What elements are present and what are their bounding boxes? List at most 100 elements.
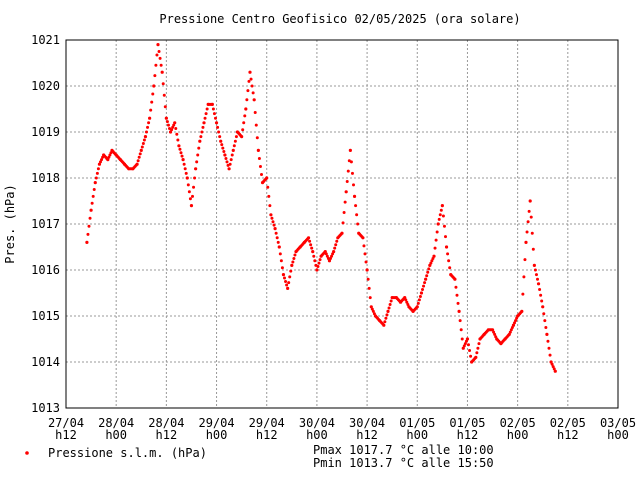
data-point: [195, 160, 199, 164]
data-point: [138, 152, 142, 156]
data-point: [521, 292, 525, 296]
x-tick-date: 29/04: [249, 416, 285, 430]
y-axis-label: Pres. (hPa): [3, 184, 17, 263]
x-tick-hour: h00: [206, 428, 228, 442]
data-point: [260, 173, 263, 177]
data-point: [231, 148, 235, 152]
legend-label: Pressione s.l.m. (hPa): [48, 446, 207, 460]
data-point: [278, 252, 282, 256]
data-point: [366, 277, 370, 281]
data-point: [383, 320, 387, 324]
data-point: [147, 121, 151, 125]
data-point: [143, 135, 148, 139]
data-point: [536, 277, 539, 281]
data-point: [528, 199, 532, 203]
data-point: [550, 362, 554, 366]
data-point: [440, 204, 444, 208]
data-point: [540, 299, 544, 303]
data-point: [214, 116, 217, 120]
data-point: [352, 194, 357, 198]
data-point: [416, 301, 420, 305]
data-point: [523, 258, 527, 262]
data-point: [158, 56, 162, 60]
data-point: [219, 139, 223, 143]
data-point: [255, 136, 259, 140]
data-point: [254, 123, 258, 127]
data-point: [455, 293, 459, 297]
data-point: [246, 89, 250, 93]
data-point: [168, 130, 173, 134]
data-point: [192, 185, 196, 189]
data-point: [293, 253, 297, 257]
pmin-label: Pmin 1013.7 °C alle 15:50: [313, 456, 494, 470]
y-tick-label: 1015: [31, 309, 60, 323]
x-tick-hour: h00: [306, 428, 328, 442]
data-point: [354, 204, 358, 208]
data-point: [493, 332, 497, 336]
data-point: [186, 183, 190, 187]
data-point: [287, 281, 291, 285]
data-point: [165, 120, 169, 124]
data-point: [99, 160, 102, 164]
data-point: [509, 328, 513, 332]
data-point: [468, 349, 472, 352]
data-point: [249, 77, 253, 81]
data-point: [312, 254, 316, 258]
data-point: [193, 176, 197, 180]
data-point: [369, 305, 373, 309]
data-point: [141, 142, 145, 145]
data-point: [153, 74, 157, 78]
data-point: [511, 323, 516, 327]
data-point: [324, 252, 328, 256]
data-point: [150, 100, 154, 104]
data-point: [424, 277, 428, 281]
data-point: [166, 123, 170, 127]
data-point: [187, 190, 191, 194]
x-tick-hour: h12: [55, 428, 77, 442]
x-tick-date: 27/04: [48, 416, 84, 430]
data-point: [291, 260, 295, 264]
data-point: [164, 116, 168, 120]
data-point: [272, 223, 276, 227]
data-point: [316, 265, 320, 269]
data-point: [548, 353, 552, 357]
data-point: [145, 130, 148, 134]
data-point: [230, 153, 234, 157]
data-point: [459, 328, 463, 332]
x-tick-date: 03/05: [600, 416, 636, 430]
data-point: [225, 160, 229, 164]
data-point: [385, 313, 389, 317]
data-point: [212, 112, 216, 116]
data-point: [461, 346, 465, 350]
data-point: [290, 263, 294, 267]
data-point: [218, 135, 222, 139]
data-point: [389, 299, 393, 303]
data-point: [163, 105, 167, 109]
data-point: [247, 79, 251, 83]
x-tick-hour: h00: [507, 428, 529, 442]
data-point: [370, 307, 374, 311]
data-point: [87, 224, 91, 228]
data-point: [214, 121, 219, 125]
data-point: [531, 247, 535, 251]
data-point: [325, 254, 329, 258]
data-point: [277, 245, 281, 249]
y-tick-label: 1016: [31, 263, 60, 277]
data-point: [162, 93, 166, 97]
data-point: [245, 98, 249, 102]
data-point: [352, 183, 355, 187]
data-point: [211, 107, 215, 111]
x-tick-date: 30/04: [299, 416, 335, 430]
pmax-label: Pmax 1017.7 °C alle 10:00: [313, 443, 494, 457]
x-tick-hour: h12: [457, 428, 479, 442]
x-tick-hour: h12: [256, 428, 278, 442]
data-point: [197, 146, 201, 150]
data-point: [170, 128, 174, 132]
data-point: [430, 259, 434, 263]
data-point: [286, 286, 290, 290]
data-point: [156, 43, 160, 47]
data-point: [194, 167, 198, 171]
data-point: [240, 135, 244, 139]
data-point: [346, 169, 350, 173]
data-point: [217, 130, 221, 134]
